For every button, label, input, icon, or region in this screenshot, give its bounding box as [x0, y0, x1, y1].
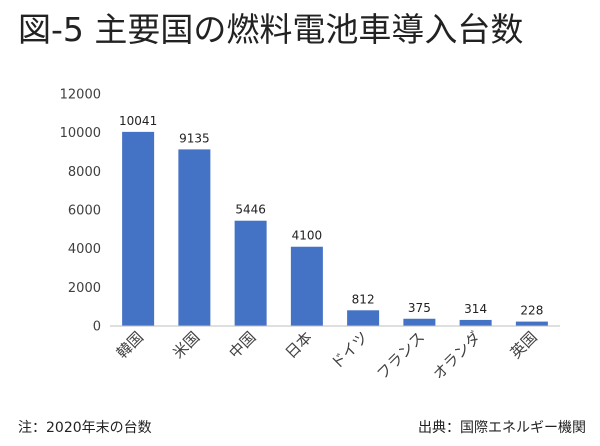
- category-label: オランダ: [429, 328, 484, 383]
- bar: [403, 318, 436, 326]
- category-label: ドイツ: [327, 328, 372, 373]
- bar: [234, 220, 267, 326]
- y-tick-label: 10000: [60, 126, 101, 141]
- y-tick-label: 2000: [68, 281, 101, 296]
- bar: [122, 131, 155, 326]
- y-tick-label: 6000: [68, 204, 101, 219]
- data-label: 375: [408, 301, 431, 315]
- bars: [122, 131, 548, 326]
- category-label: 中国: [226, 328, 260, 362]
- bar: [459, 319, 492, 326]
- chart-title: 図-5 主要国の燃料電池車導入台数: [18, 10, 524, 49]
- data-label: 314: [464, 302, 487, 316]
- y-tick-label: 12000: [60, 88, 101, 103]
- source-credit: 出典：国際エネルギー機関: [418, 420, 586, 436]
- bar: [178, 149, 211, 326]
- data-label: 4100: [292, 229, 323, 243]
- data-label: 228: [520, 304, 543, 318]
- data-label: 5446: [235, 203, 266, 217]
- footnote: 注：2020年末の台数: [18, 420, 152, 436]
- bar: [515, 321, 548, 326]
- category-label: フランス: [373, 328, 428, 383]
- data-label: 10041: [119, 114, 157, 128]
- data-labels: 10041 9135 5446 4100 812 375 314 228: [119, 114, 543, 318]
- category-label: 米国: [169, 328, 203, 362]
- x-axis-labels: 韓国 米国 中国 日本 ドイツ フランス オランダ 英国: [113, 328, 541, 383]
- data-label: 9135: [179, 131, 210, 145]
- y-tick-label: 8000: [68, 165, 101, 180]
- bar: [290, 246, 323, 326]
- data-label: 812: [352, 292, 375, 306]
- y-tick-label: 4000: [68, 242, 101, 257]
- y-tick-label: 0: [93, 320, 101, 335]
- y-axis-ticks: 0 2000 4000 6000 8000 10000 12000: [60, 88, 101, 335]
- category-label: 韓国: [113, 328, 147, 362]
- category-label: 日本: [282, 328, 316, 362]
- bar: [347, 310, 380, 326]
- category-label: 英国: [507, 328, 541, 362]
